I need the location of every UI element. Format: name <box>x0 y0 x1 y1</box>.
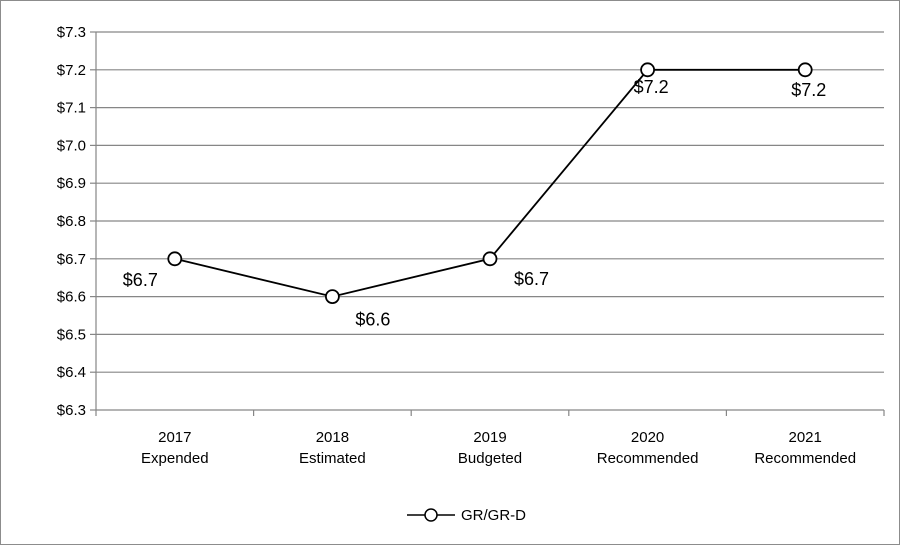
y-axis-tick-label: $6.5 <box>57 326 86 343</box>
series-gr-grd <box>167 62 813 305</box>
data-label: $6.7 <box>123 270 158 290</box>
gridlines <box>96 31 884 373</box>
x-axis-category-label: 2021 Recommended <box>754 429 856 467</box>
y-axis-tick-label: $7.0 <box>57 137 86 154</box>
legend-marker-swatch <box>424 508 438 522</box>
y-axis-tick-label: $6.6 <box>57 289 86 306</box>
chart-frame <box>0 0 900 545</box>
x-axis-category-label: 2020 Recommended <box>597 429 699 467</box>
data-point-marker <box>640 62 655 78</box>
x-axis-category-label: 2019 Budgeted <box>458 429 522 467</box>
data-point-marker <box>482 251 498 267</box>
y-axis-tick-label: $6.8 <box>57 213 86 230</box>
y-axis-tick-label: $7.1 <box>57 100 86 117</box>
y-axis-tick-label: $6.9 <box>57 175 86 192</box>
y-axis-tick-labels: $7.3 $7.2 $7.1 $7.0 $6.9 $6.8 $6.7 $6.6 $6.5 $6.4… <box>57 24 86 419</box>
axes <box>90 31 885 416</box>
legend: GR/GR-D <box>407 507 526 524</box>
y-axis-tick-label: $7.3 <box>57 24 86 41</box>
data-label: $7.2 <box>791 80 826 100</box>
data-point-marker <box>167 251 183 267</box>
data-labels: $6.7 $6.6 $6.7 $7.2 $7.2 <box>123 77 826 330</box>
x-axis-category-labels: 2017 Expended 2018 Estimated 2019 Budgeted 202… <box>141 429 856 467</box>
data-label: $6.7 <box>514 269 549 289</box>
y-axis-tick-label: $7.2 <box>57 62 86 79</box>
data-label: $7.2 <box>634 77 669 97</box>
data-label: $6.6 <box>355 310 390 330</box>
legend-label-gr-grd: GR/GR-D <box>461 507 526 524</box>
y-axis-tick-label: $6.4 <box>57 364 86 381</box>
data-point-marker <box>324 289 340 305</box>
x-axis-category-label: 2017 Expended <box>141 429 209 467</box>
x-axis-category-label: 2018 Estimated <box>299 429 366 467</box>
data-point-marker <box>797 62 813 78</box>
y-axis-tick-label: $6.3 <box>57 402 86 419</box>
y-axis-tick-label: $6.7 <box>57 251 86 268</box>
